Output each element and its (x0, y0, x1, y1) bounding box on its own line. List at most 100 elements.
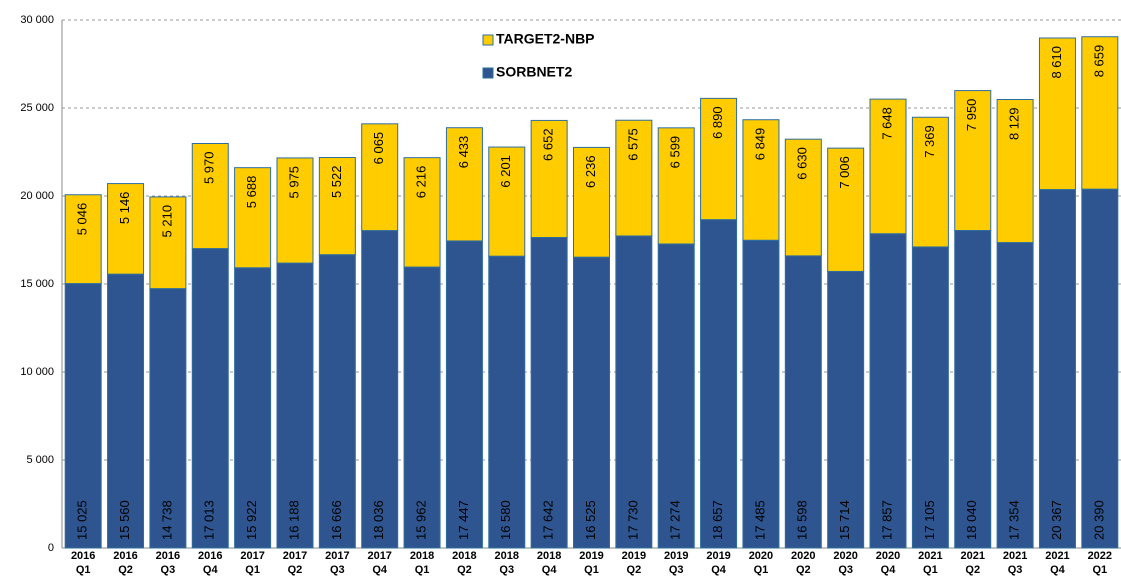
x-tick-label: Q4 (372, 564, 388, 576)
value-label: 7 369 (922, 125, 937, 158)
x-tick-label: 2019 (579, 550, 603, 562)
x-tick-label: 2018 (537, 550, 561, 562)
x-tick-label: Q1 (1092, 564, 1107, 576)
bar-segment (403, 157, 441, 268)
bar-segment (1038, 189, 1076, 549)
x-tick-label: Q2 (627, 564, 642, 576)
bar-segment (149, 196, 187, 290)
x-tick-label: 2020 (749, 550, 773, 562)
value-label: 17 447 (456, 500, 471, 540)
bar-segment (530, 237, 568, 549)
x-tick-label: 2021 (1045, 550, 1069, 562)
value-label: 20 367 (1049, 500, 1064, 540)
bar-segment (445, 240, 483, 549)
x-tick-label: Q3 (669, 564, 684, 576)
bar-segment (996, 98, 1034, 244)
value-label: 5 970 (202, 151, 217, 184)
x-tick-label: 2021 (1003, 550, 1027, 562)
value-label: 8 610 (1049, 46, 1064, 79)
x-tick-label: Q3 (161, 564, 176, 576)
y-tick-label: 0 (48, 542, 54, 554)
value-label: 5 146 (117, 192, 132, 225)
value-label: 15 560 (117, 500, 132, 540)
value-label: 5 688 (244, 176, 259, 209)
bar-segment (657, 127, 695, 245)
value-label: 17 354 (1007, 500, 1022, 540)
bar-segment (361, 230, 399, 549)
x-tick-label: 2022 (1088, 550, 1112, 562)
bar-segment (191, 142, 229, 250)
bar-segment (361, 123, 399, 232)
value-label: 8 659 (1091, 45, 1106, 78)
legend-swatch (482, 67, 494, 79)
x-tick-label: 2019 (622, 550, 646, 562)
value-label: 6 890 (710, 106, 725, 139)
value-label: 15 025 (75, 500, 90, 540)
y-tick-label: 20 000 (20, 190, 54, 202)
value-label: 15 962 (413, 500, 428, 540)
x-tick-label: 2016 (156, 550, 180, 562)
value-label: 16 598 (795, 500, 810, 540)
bar-segment (488, 255, 526, 549)
bar-segment (318, 254, 356, 549)
value-label: 6 433 (456, 136, 471, 169)
x-tick-label: Q2 (118, 564, 133, 576)
value-label: 17 485 (752, 500, 767, 540)
bar-segment (64, 283, 102, 549)
value-label: 6 630 (795, 147, 810, 180)
bar-segment (530, 119, 568, 239)
bar-segment (911, 246, 949, 549)
x-tick-label: Q1 (923, 564, 938, 576)
bar-segment (700, 219, 738, 549)
bar-segment (149, 288, 187, 549)
x-tick-label: Q1 (415, 564, 430, 576)
x-tick-label: 2017 (240, 550, 264, 562)
bar-segment (573, 256, 610, 549)
value-label: 6 236 (583, 155, 598, 188)
value-label: 17 730 (625, 500, 640, 540)
x-tick-label: Q3 (1008, 564, 1023, 576)
value-label: 18 036 (371, 500, 386, 540)
value-label: 6 599 (668, 136, 683, 169)
legend-label: TARGET2-NBP (496, 31, 595, 47)
bar-segment (276, 157, 314, 264)
value-label: 17 013 (202, 500, 217, 540)
y-tick-label: 25 000 (20, 102, 54, 114)
x-tick-label: Q3 (330, 564, 345, 576)
x-tick-label: 2019 (706, 550, 730, 562)
bar-segment (869, 233, 907, 549)
legend-swatch (482, 34, 494, 46)
x-tick-label: 2017 (283, 550, 307, 562)
x-tick-label: Q3 (838, 564, 853, 576)
value-label: 20 390 (1091, 500, 1106, 540)
value-label: 6 201 (498, 155, 513, 188)
value-label: 7 950 (964, 99, 979, 132)
value-label: 16 188 (286, 500, 301, 540)
value-label: 18 657 (710, 500, 725, 540)
x-tick-label: Q2 (965, 564, 980, 576)
value-label: 6 652 (541, 128, 556, 161)
x-tick-label: 2016 (113, 550, 137, 562)
x-tick-label: 2016 (71, 550, 95, 562)
value-label: 17 274 (668, 500, 683, 540)
x-tick-label: Q4 (711, 564, 727, 576)
bar-segment (615, 119, 653, 237)
x-tick-label: 2019 (664, 550, 688, 562)
x-tick-label: Q2 (457, 564, 472, 576)
x-tick-label: Q1 (584, 564, 599, 576)
x-tick-label: 2017 (367, 550, 391, 562)
bar-segment (700, 97, 738, 221)
value-label: 6 216 (413, 166, 428, 199)
x-tick-label: 2016 (198, 550, 222, 562)
value-label: 5 046 (75, 203, 90, 236)
value-label: 6 849 (752, 128, 767, 161)
value-label: 14 738 (159, 500, 174, 540)
value-label: 6 575 (625, 128, 640, 161)
value-label: 5 522 (329, 165, 344, 198)
x-tick-label: Q4 (881, 564, 897, 576)
x-tick-label: Q3 (499, 564, 514, 576)
value-label: 17 857 (879, 500, 894, 540)
bar-segment (318, 156, 356, 256)
value-label: 17 642 (541, 500, 556, 540)
